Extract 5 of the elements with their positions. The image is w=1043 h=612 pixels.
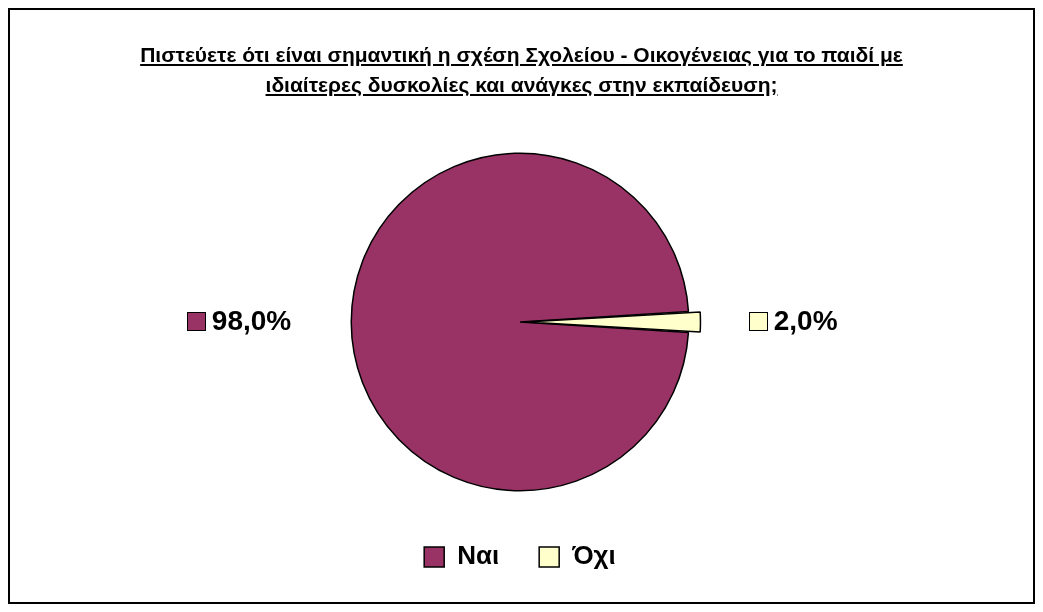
data-label: 2,0% bbox=[773, 305, 838, 337]
legend-label: Όχι bbox=[571, 540, 616, 571]
data-label: 98,0% bbox=[211, 305, 292, 337]
legend-label: Ναι bbox=[457, 540, 500, 571]
chart-title: Πιστεύετε ότι είναι σημαντική η σχέση Σχολείου - Οικογένειας για το παιδί με ιδιαίτερες δυσκολίες και ανάγκες στην εκπαίδευση; bbox=[139, 42, 904, 98]
